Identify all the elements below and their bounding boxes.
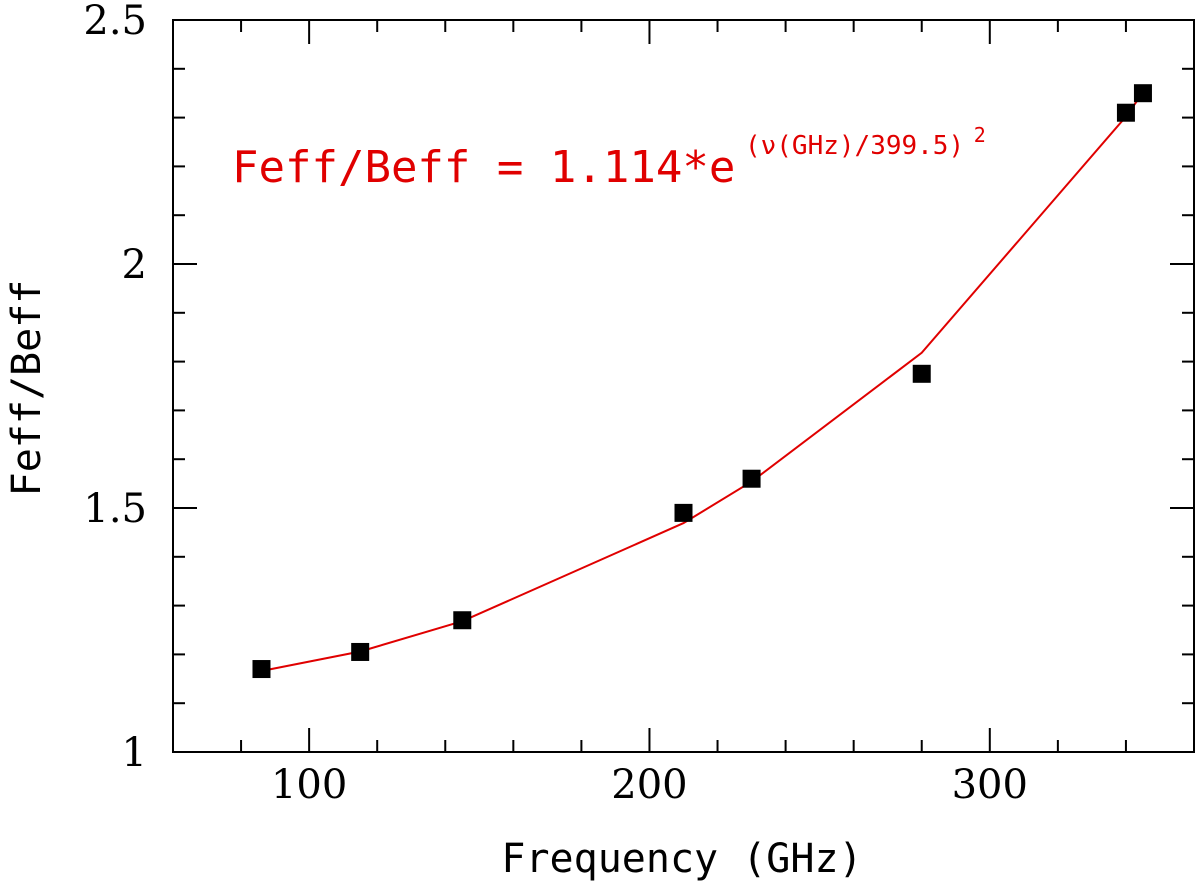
data-point: [912, 364, 931, 383]
plot-frame: [172, 19, 1195, 753]
y-axis-title: Feff/Beff: [4, 280, 50, 497]
data-point: [1116, 103, 1135, 122]
fit-line-layer: [261, 92, 1144, 672]
formula-exponent-power: 2: [974, 123, 986, 147]
fit-formula-annotation: Feff/Beff = 1.114*e (ν(GHz)/399.5) 2: [232, 123, 986, 193]
data-point: [674, 503, 693, 522]
y-tick-label: 2.5: [83, 0, 147, 44]
x-axis-title: Frequency (GHz): [501, 836, 862, 882]
data-point: [351, 642, 370, 661]
data-point: [1133, 84, 1152, 103]
formula-prefix: Feff/Beff = 1.114*e: [232, 142, 735, 193]
x-tick-label: 300: [952, 762, 1028, 808]
y-tick-label: 1: [122, 730, 147, 776]
y-tick-label: 2: [122, 242, 147, 288]
y-tick-label: 1.5: [83, 486, 147, 532]
data-points-layer: [252, 84, 1152, 679]
formula-exponent: (ν(GHz)/399.5): [745, 131, 964, 161]
x-tick-label: 200: [611, 762, 687, 808]
axes-layer: 100 200 300 1 1.5 2 2.5: [83, 0, 1195, 808]
fit-line: [261, 92, 1144, 672]
data-point: [453, 611, 472, 630]
x-tick-label: 100: [271, 762, 347, 808]
data-point: [252, 660, 271, 679]
data-point: [742, 469, 761, 488]
